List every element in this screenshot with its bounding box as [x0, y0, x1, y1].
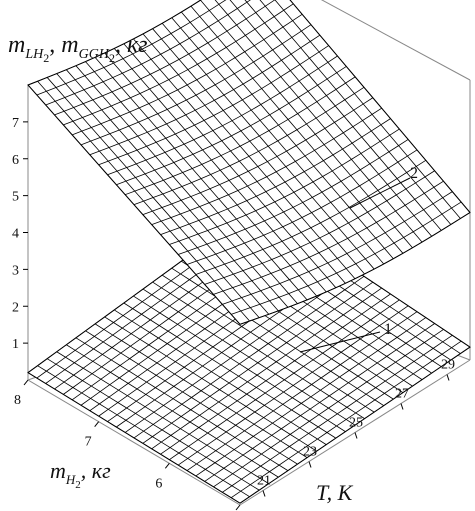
z-tick-label: 7	[12, 116, 19, 131]
x-tick-label: 21	[257, 474, 271, 489]
z-tick-label: 4	[12, 227, 19, 242]
y-tick-mark	[23, 379, 29, 386]
top-back-edge	[320, 0, 471, 81]
x-tick-mark	[400, 403, 404, 410]
z-tick-label: 2	[12, 300, 19, 315]
z-label-sub1: LH	[24, 47, 44, 62]
y-tick-mark	[235, 504, 241, 511]
z-tick-label: 6	[12, 153, 19, 168]
surface-2-gridline-m	[98, 45, 329, 166]
surface-2-gridline-m	[45, 0, 251, 106]
y-label-unit: , кг	[81, 458, 111, 483]
z-label-var1: m	[8, 32, 25, 58]
surface-1-gridline-m	[230, 340, 462, 499]
surface-2-gridline-m	[231, 201, 462, 315]
surface-1-gridline-m	[151, 287, 382, 450]
z-axis-label: mLH2, mGGH2, кг	[8, 32, 148, 65]
surface-1-gridline-m	[239, 346, 471, 504]
surface-1-label: 1	[384, 321, 392, 338]
x-label-var: T	[316, 480, 330, 505]
surface-1	[27, 204, 471, 504]
y-tick-mark	[94, 421, 100, 427]
surface-2-gridline-m	[125, 76, 356, 196]
x-tick-label: 27	[395, 387, 409, 402]
surface-2-gridline-m	[54, 0, 276, 116]
z-tick-label: 1	[12, 337, 19, 352]
surface-1-gridline-m	[133, 275, 365, 439]
z-label-sub2-digit: 2	[109, 51, 115, 65]
surface-2-gridline-m	[107, 55, 338, 176]
surface-2-gridline-m	[36, 0, 227, 96]
z-label-sub2: GGH	[79, 47, 110, 62]
surface-2-gridline-m	[80, 24, 312, 146]
surface-1-gridline-m	[213, 329, 444, 488]
y-label-sub-digit: 2	[75, 479, 81, 491]
surface-2-gridline-m	[133, 86, 365, 206]
y-label-var: m	[50, 458, 66, 483]
y-tick-mark	[164, 463, 170, 469]
surface-2-gridline-m	[142, 97, 374, 216]
surface-2-gridline-m	[222, 191, 453, 305]
y-axis-label: mH2, кг	[50, 458, 111, 491]
surface-2-leader	[349, 177, 411, 209]
surface-1-gridline-m	[169, 299, 400, 460]
surface-2-label: 2	[410, 165, 418, 182]
x-tick-mark	[446, 374, 450, 381]
surface-1-gridline-m	[124, 270, 356, 433]
z-label-unit: , кг	[115, 32, 148, 58]
surface-1-gridline-m	[204, 323, 435, 482]
surface-2-gridline-m	[169, 128, 400, 245]
surface-2-gridline-m	[72, 13, 303, 136]
surface-2-gridline-m	[195, 160, 427, 275]
surface-2-gridline-m	[239, 212, 471, 325]
x-tick-label: 25	[349, 416, 363, 431]
surface-1-gridline-m	[222, 334, 453, 493]
x-tick-label: 23	[303, 445, 317, 460]
z-tick-label: 5	[12, 190, 19, 205]
surface-1-gridline-m	[142, 281, 374, 444]
surface-2-gridline-m	[89, 34, 321, 156]
x-label-unit: , K	[327, 480, 354, 505]
surface-2-gridline-m	[178, 139, 409, 255]
x-tick-mark	[354, 432, 358, 439]
z-label-sep: ,	[49, 32, 61, 58]
surface-1-gridline-m	[195, 317, 427, 477]
y-label-sub: H	[65, 472, 76, 487]
x-tick-label: 29	[441, 358, 455, 373]
surface-1-gridline-m	[186, 311, 418, 471]
surface-2-gridline-m	[116, 66, 347, 186]
y-tick-label: 6	[155, 476, 162, 491]
z-axis: 1 2 3 4 5 6 7	[12, 116, 28, 352]
y-axis: 5678	[14, 379, 241, 511]
front-bottom-edge-left	[27, 379, 241, 506]
x-tick-mark	[262, 490, 266, 497]
surface-2-gridline-m	[151, 107, 382, 225]
surface-2-gridline-m	[213, 180, 444, 295]
surface-1-gridline-m	[160, 293, 391, 455]
y-tick-label: 8	[14, 393, 21, 408]
x-tick-mark	[308, 461, 312, 468]
z-tick-label: 3	[12, 263, 19, 278]
x-axis-label: T, K	[316, 480, 354, 505]
surface-1-leader	[299, 331, 381, 353]
surface-2-gridline-m	[63, 3, 294, 126]
surface-2-gridline-m	[160, 118, 391, 235]
x-axis: 21 23 25 27 29	[257, 358, 455, 497]
surface-2-gridline-m	[204, 170, 435, 285]
y-tick-label: 7	[85, 435, 92, 450]
z-label-sub1-digit: 2	[43, 51, 49, 65]
surface-1-gridline-m	[177, 305, 409, 466]
z-label-var2: m	[61, 32, 78, 58]
surface-2	[27, 0, 471, 325]
surface-2-gridline-m	[27, 0, 202, 86]
surface-2-gridline-m	[186, 149, 418, 265]
